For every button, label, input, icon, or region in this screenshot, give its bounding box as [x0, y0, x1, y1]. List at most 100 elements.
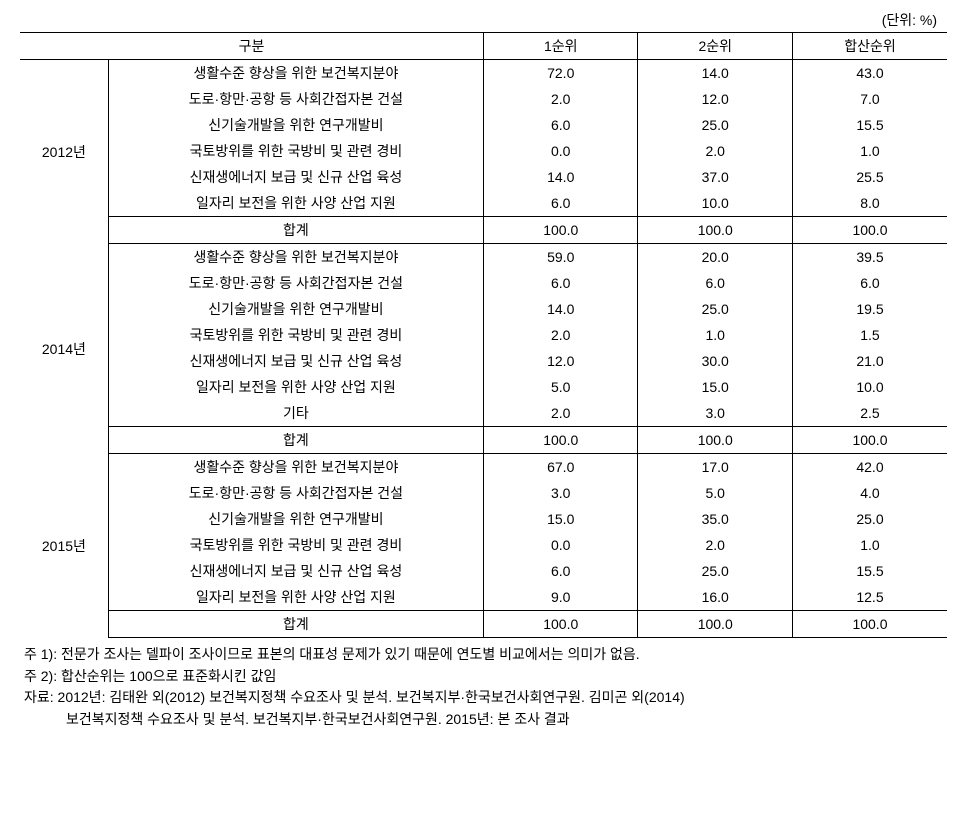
value-cell: 8.0 [792, 190, 947, 217]
sum-label: 합계 [108, 611, 483, 638]
sum-row: 합계100.0100.0100.0 [20, 427, 947, 454]
sum-value: 100.0 [638, 217, 792, 244]
value-cell: 6.0 [484, 558, 638, 584]
year-cell: 2014년 [20, 244, 108, 454]
table-row: 2015년생활수준 향상을 위한 보건복지분야67.017.042.0 [20, 454, 947, 481]
value-cell: 14.0 [484, 296, 638, 322]
value-cell: 2.0 [638, 138, 792, 164]
value-cell: 2.0 [484, 400, 638, 427]
category-cell: 신재생에너지 보급 및 신규 산업 육성 [108, 558, 483, 584]
value-cell: 43.0 [792, 60, 947, 87]
value-cell: 19.5 [792, 296, 947, 322]
value-cell: 1.0 [638, 322, 792, 348]
value-cell: 1.0 [792, 138, 947, 164]
table-row: 도로·항만·공항 등 사회간접자본 건설2.012.07.0 [20, 86, 947, 112]
year-cell: 2012년 [20, 60, 108, 244]
unit-label: (단위: %) [20, 10, 947, 30]
table-row: 도로·항만·공항 등 사회간접자본 건설6.06.06.0 [20, 270, 947, 296]
category-cell: 기타 [108, 400, 483, 427]
value-cell: 2.5 [792, 400, 947, 427]
value-cell: 2.0 [638, 532, 792, 558]
sum-label: 합계 [108, 217, 483, 244]
table-row: 일자리 보전을 위한 사양 산업 지원9.016.012.5 [20, 584, 947, 611]
value-cell: 15.5 [792, 558, 947, 584]
category-cell: 생활수준 향상을 위한 보건복지분야 [108, 60, 483, 87]
source-line-2: 보건복지정책 수요조사 및 분석. 보건복지부·한국보건사회연구원. 2015년… [24, 709, 943, 731]
value-cell: 25.0 [638, 558, 792, 584]
value-cell: 14.0 [638, 60, 792, 87]
value-cell: 59.0 [484, 244, 638, 271]
data-table: 구분 1순위 2순위 합산순위 2012년생활수준 향상을 위한 보건복지분야7… [20, 32, 947, 638]
note-2: 주 2): 합산순위는 100으로 표준화시킨 값임 [24, 666, 943, 688]
sum-value: 100.0 [484, 611, 638, 638]
value-cell: 5.0 [638, 480, 792, 506]
value-cell: 72.0 [484, 60, 638, 87]
value-cell: 3.0 [484, 480, 638, 506]
sum-label: 합계 [108, 427, 483, 454]
value-cell: 21.0 [792, 348, 947, 374]
table-row: 국토방위를 위한 국방비 및 관련 경비2.01.01.5 [20, 322, 947, 348]
value-cell: 5.0 [484, 374, 638, 400]
value-cell: 0.0 [484, 532, 638, 558]
value-cell: 0.0 [484, 138, 638, 164]
value-cell: 1.5 [792, 322, 947, 348]
sum-value: 100.0 [792, 217, 947, 244]
sum-value: 100.0 [638, 611, 792, 638]
value-cell: 6.0 [638, 270, 792, 296]
value-cell: 9.0 [484, 584, 638, 611]
note-1: 주 1): 전문가 조사는 델파이 조사이므로 표본의 대표성 문제가 있기 때… [24, 644, 943, 666]
value-cell: 37.0 [638, 164, 792, 190]
category-cell: 생활수준 향상을 위한 보건복지분야 [108, 244, 483, 271]
table-row: 일자리 보전을 위한 사양 산업 지원5.015.010.0 [20, 374, 947, 400]
header-category: 구분 [20, 33, 484, 60]
table-row: 도로·항만·공항 등 사회간접자본 건설3.05.04.0 [20, 480, 947, 506]
value-cell: 16.0 [638, 584, 792, 611]
category-cell: 일자리 보전을 위한 사양 산업 지원 [108, 374, 483, 400]
value-cell: 6.0 [484, 270, 638, 296]
sum-value: 100.0 [484, 427, 638, 454]
footnotes: 주 1): 전문가 조사는 델파이 조사이므로 표본의 대표성 문제가 있기 때… [20, 644, 947, 731]
category-cell: 도로·항만·공항 등 사회간접자본 건설 [108, 480, 483, 506]
table-row: 신기술개발을 위한 연구개발비6.025.015.5 [20, 112, 947, 138]
sum-value: 100.0 [792, 611, 947, 638]
table-row: 신재생에너지 보급 및 신규 산업 육성12.030.021.0 [20, 348, 947, 374]
category-cell: 도로·항만·공항 등 사회간접자본 건설 [108, 270, 483, 296]
sum-value: 100.0 [792, 427, 947, 454]
year-cell: 2015년 [20, 454, 108, 638]
value-cell: 12.0 [638, 86, 792, 112]
value-cell: 42.0 [792, 454, 947, 481]
sum-row: 합계100.0100.0100.0 [20, 611, 947, 638]
category-cell: 생활수준 향상을 위한 보건복지분야 [108, 454, 483, 481]
value-cell: 15.0 [638, 374, 792, 400]
value-cell: 6.0 [484, 190, 638, 217]
value-cell: 15.5 [792, 112, 947, 138]
table-row: 기타2.03.02.5 [20, 400, 947, 427]
category-cell: 신기술개발을 위한 연구개발비 [108, 296, 483, 322]
header-rank1: 1순위 [484, 33, 638, 60]
category-cell: 일자리 보전을 위한 사양 산업 지원 [108, 584, 483, 611]
source-line-1: 자료: 2012년: 김태완 외(2012) 보건복지정책 수요조사 및 분석.… [24, 687, 943, 709]
table-row: 2012년생활수준 향상을 위한 보건복지분야72.014.043.0 [20, 60, 947, 87]
value-cell: 6.0 [484, 112, 638, 138]
value-cell: 6.0 [792, 270, 947, 296]
value-cell: 25.0 [638, 296, 792, 322]
category-cell: 국토방위를 위한 국방비 및 관련 경비 [108, 322, 483, 348]
value-cell: 12.5 [792, 584, 947, 611]
category-cell: 일자리 보전을 위한 사양 산업 지원 [108, 190, 483, 217]
table-row: 2014년생활수준 향상을 위한 보건복지분야59.020.039.5 [20, 244, 947, 271]
value-cell: 7.0 [792, 86, 947, 112]
sum-value: 100.0 [484, 217, 638, 244]
category-cell: 신재생에너지 보급 및 신규 산업 육성 [108, 348, 483, 374]
table-row: 신재생에너지 보급 및 신규 산업 육성14.037.025.5 [20, 164, 947, 190]
value-cell: 25.0 [638, 112, 792, 138]
category-cell: 신기술개발을 위한 연구개발비 [108, 506, 483, 532]
value-cell: 1.0 [792, 532, 947, 558]
table-row: 신재생에너지 보급 및 신규 산업 육성6.025.015.5 [20, 558, 947, 584]
category-cell: 국토방위를 위한 국방비 및 관련 경비 [108, 532, 483, 558]
value-cell: 20.0 [638, 244, 792, 271]
value-cell: 12.0 [484, 348, 638, 374]
value-cell: 2.0 [484, 86, 638, 112]
table-row: 신기술개발을 위한 연구개발비15.035.025.0 [20, 506, 947, 532]
value-cell: 67.0 [484, 454, 638, 481]
table-row: 일자리 보전을 위한 사양 산업 지원6.010.08.0 [20, 190, 947, 217]
